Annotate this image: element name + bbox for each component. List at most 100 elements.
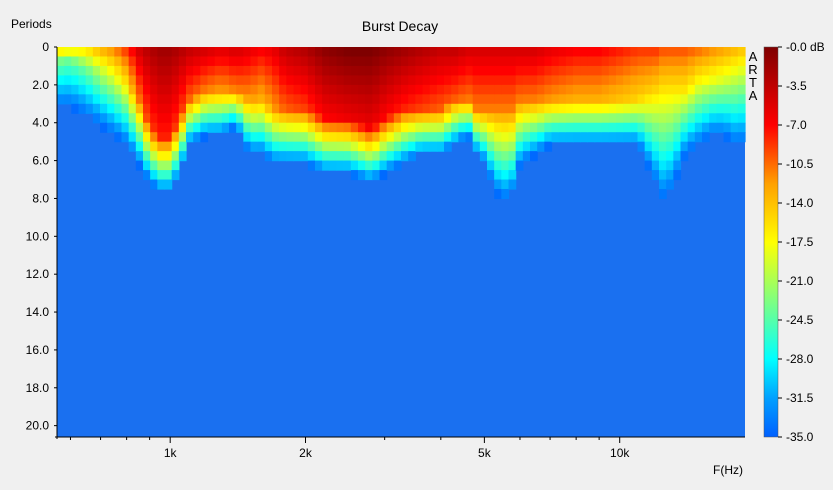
- heatmap-cell: [666, 141, 674, 152]
- heatmap-cell: [623, 56, 631, 67]
- heatmap-cell: [673, 132, 682, 143]
- heatmap-cell: [300, 103, 309, 114]
- heatmap-cell: [429, 103, 438, 114]
- heatmap-cell: [243, 84, 252, 95]
- heatmap-cell: [164, 170, 173, 181]
- heatmap-cell: [537, 84, 545, 95]
- heatmap-cell: [487, 65, 495, 76]
- heatmap-cell: [494, 170, 502, 181]
- heatmap-cell: [350, 47, 359, 58]
- heatmap-cell: [487, 47, 495, 58]
- heatmap-cell: [551, 122, 560, 133]
- heatmap-cell: [229, 103, 237, 114]
- heatmap-cell: [121, 84, 130, 95]
- heatmap-cell: [436, 56, 445, 67]
- heatmap-cell: [171, 47, 180, 58]
- heatmap-cell: [193, 132, 201, 143]
- heatmap-cell: [444, 113, 452, 124]
- heatmap-cell: [229, 94, 237, 105]
- heatmap-cell: [100, 113, 108, 124]
- heatmap-cell: [107, 65, 115, 76]
- heatmap-cell: [92, 84, 101, 95]
- heatmap-cell: [436, 122, 445, 133]
- heatmap-cell: [107, 122, 115, 133]
- heatmap-cell: [193, 103, 201, 114]
- heatmap-cell: [279, 122, 287, 133]
- heatmap-cell: [587, 94, 596, 105]
- heatmap-cell: [659, 103, 667, 114]
- heatmap-cell: [379, 47, 388, 58]
- heatmap-cell: [315, 47, 323, 58]
- heatmap-cell: [279, 56, 287, 67]
- heatmap-cell: [730, 56, 739, 67]
- heatmap-cell: [530, 84, 538, 95]
- heatmap-cell: [386, 65, 395, 76]
- heatmap-cell: [372, 132, 381, 143]
- heatmap-cell: [666, 84, 674, 95]
- heatmap-cell: [135, 84, 144, 95]
- heatmap-cell: [637, 113, 646, 124]
- heatmap-cell: [300, 56, 309, 67]
- x-axis-ticks: 1k 2k 5k 10k: [69, 437, 630, 460]
- heatmap-cell: [623, 132, 631, 143]
- heatmap-cell: [673, 151, 682, 162]
- heatmap-cell: [221, 113, 230, 124]
- heatmap-cell: [57, 75, 65, 86]
- heatmap-cell: [207, 103, 216, 114]
- heatmap-cell: [415, 65, 424, 76]
- heatmap-cell: [336, 160, 345, 171]
- heatmap-cell: [343, 122, 352, 133]
- heatmap-cell: [666, 65, 674, 76]
- heatmap-cell: [573, 113, 581, 124]
- heatmap-cell: [429, 65, 438, 76]
- heatmap-cell: [515, 113, 524, 124]
- heatmap-cell: [393, 160, 402, 171]
- heatmap-cell: [501, 151, 510, 162]
- heatmap-cell: [393, 56, 402, 67]
- heatmap-cell: [322, 65, 330, 76]
- heatmap-cell: [264, 94, 273, 105]
- heatmap-cell: [408, 47, 416, 58]
- heatmap-cell: [393, 65, 402, 76]
- heatmap-cell: [272, 84, 280, 95]
- heatmap-cell: [508, 56, 517, 67]
- heatmap-cell: [436, 84, 445, 95]
- heatmap-cell: [551, 132, 560, 143]
- heatmap-cell: [594, 47, 603, 58]
- heatmap-cell: [644, 84, 653, 95]
- heatmap-cell: [264, 141, 273, 152]
- heatmap-cell: [422, 141, 431, 152]
- heatmap-cell: [709, 65, 717, 76]
- heatmap-cell: [472, 122, 481, 133]
- heatmap-cell: [379, 151, 388, 162]
- heatmap-cell: [730, 75, 739, 86]
- y-tick-label: 16.0: [26, 343, 50, 357]
- heatmap-cell: [150, 141, 158, 152]
- heatmap-cell: [272, 103, 280, 114]
- heatmap-cell: [250, 113, 259, 124]
- heatmap-cell: [279, 141, 287, 152]
- heatmap-cell: [429, 75, 438, 86]
- heatmap-cell: [673, 65, 682, 76]
- heatmap-cell: [680, 103, 689, 114]
- heatmap-cell: [315, 122, 323, 133]
- heatmap-cell: [508, 151, 517, 162]
- heatmap-cell: [221, 94, 230, 105]
- heatmap-cell: [737, 103, 746, 114]
- heatmap-cell: [501, 56, 510, 67]
- heatmap-cell: [458, 47, 467, 58]
- heatmap-cell: [135, 151, 144, 162]
- heatmap-cell: [522, 132, 531, 143]
- heatmap-cell: [264, 47, 273, 58]
- heatmap-cell: [508, 122, 517, 133]
- heatmap-cell: [551, 113, 560, 124]
- heatmap-cell: [171, 113, 180, 124]
- heatmap-cell: [401, 132, 409, 143]
- heatmap-cell: [508, 65, 517, 76]
- heatmap-cell: [623, 47, 631, 58]
- heatmap-cell: [135, 94, 144, 105]
- heatmap-cell: [372, 141, 381, 152]
- heatmap-cell: [458, 84, 467, 95]
- heatmap-cell: [135, 56, 144, 67]
- heatmap-cell: [501, 141, 510, 152]
